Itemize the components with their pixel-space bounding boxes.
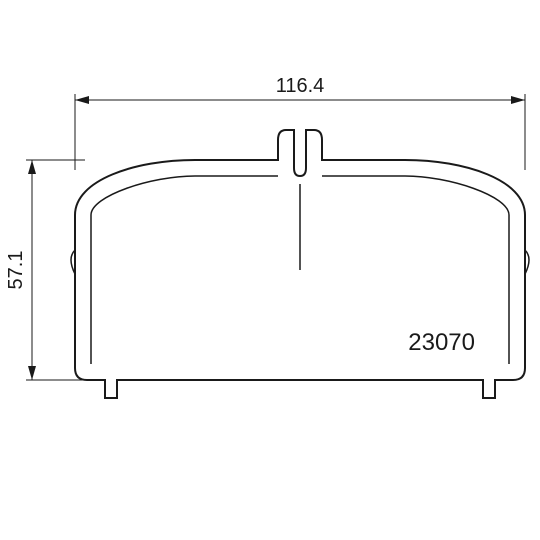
technical-drawing: 116.4 57.1 23070: [0, 0, 540, 540]
part-number: 23070: [408, 329, 475, 356]
width-dimension: 116.4: [75, 75, 525, 170]
width-label: 116.4: [276, 75, 325, 97]
brake-pad-outline: [71, 130, 529, 398]
height-label: 57.1: [5, 251, 27, 290]
